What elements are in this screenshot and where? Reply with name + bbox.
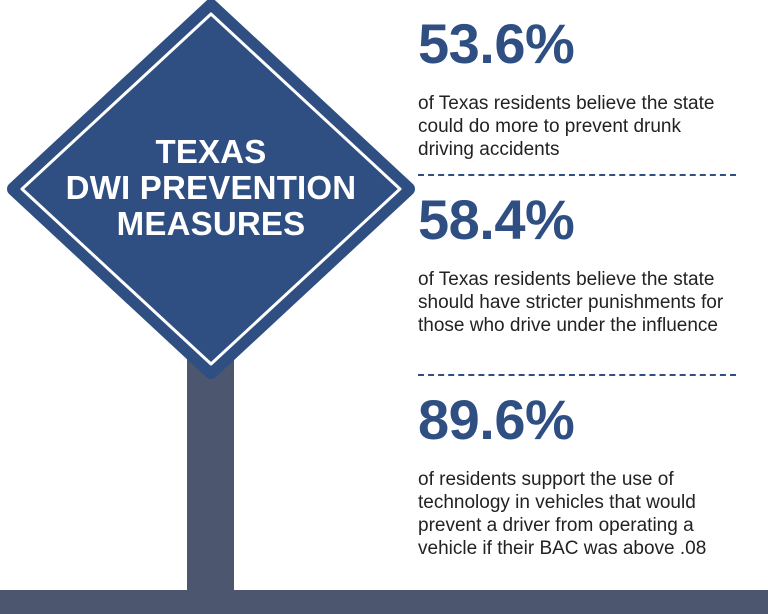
stat-divider-1 (418, 174, 736, 176)
sign-title-line-1: TEXAS (155, 133, 267, 170)
sign-outer-border (7, 0, 415, 379)
stat-description-1: of Texas residents believe the state cou… (418, 93, 715, 160)
stat-block-3: 89.6% of residents support the use of te… (418, 390, 748, 560)
stat-percent-1: 53.6% (418, 12, 575, 75)
stat-percent-3: 89.6% (418, 388, 575, 451)
stat-description-3: of residents support the use of technolo… (418, 469, 707, 559)
sign-title-line-3: MEASURES (116, 205, 306, 242)
sign-title-line-2: DWI PREVENTION (65, 169, 357, 206)
stat-block-1: 53.6% of Texas residents believe the sta… (418, 14, 748, 161)
sign-inner-border (20, 12, 402, 366)
stat-divider-2 (418, 374, 736, 376)
stat-block-2: 58.4% of Texas residents believe the sta… (418, 190, 748, 337)
stat-description-2: of Texas residents believe the state sho… (418, 269, 724, 336)
ground-bar (0, 590, 768, 614)
stat-percent-2: 58.4% (418, 188, 575, 251)
sign-title: TEXAS DWI PREVENTION MEASURES (30, 134, 392, 242)
diamond-sign (7, 0, 415, 379)
